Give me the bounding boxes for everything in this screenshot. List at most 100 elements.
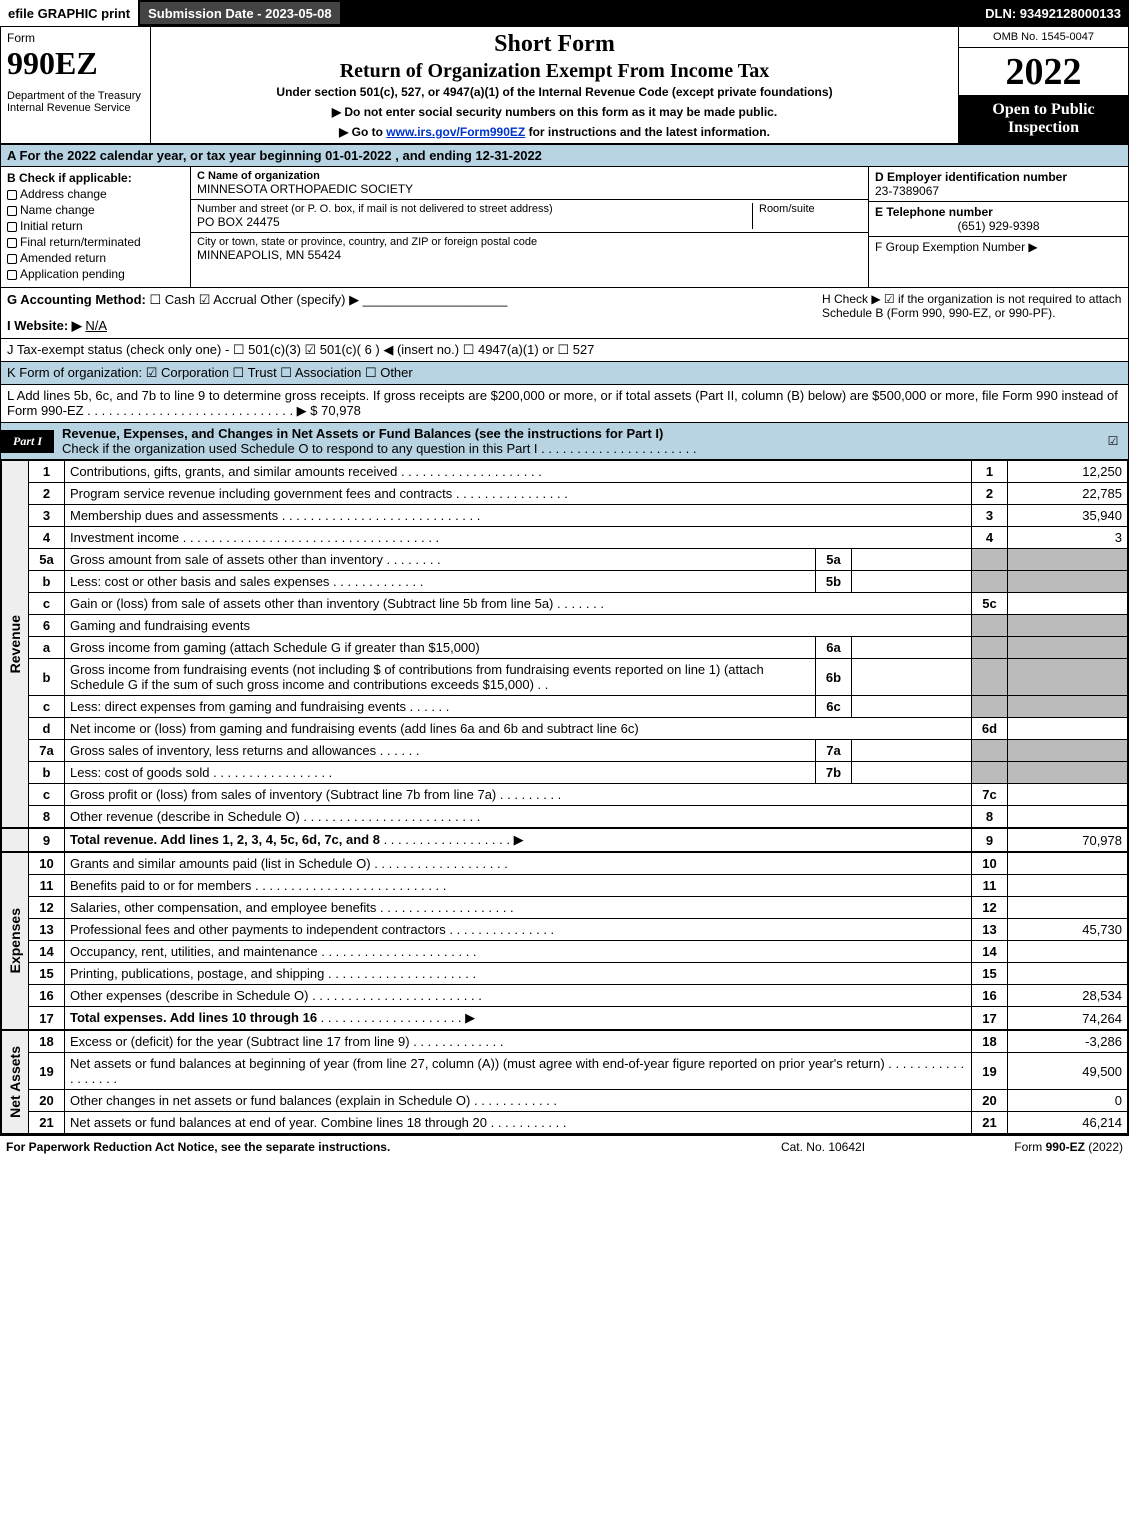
- arrow-goto: ▶ Go to www.irs.gov/Form990EZ for instru…: [157, 125, 952, 139]
- line-20-desc: Other changes in net assets or fund bala…: [70, 1093, 470, 1108]
- line-4-amt: 3: [1008, 527, 1128, 549]
- line-6d-amt: [1008, 718, 1128, 740]
- irs-link[interactable]: www.irs.gov/Form990EZ: [386, 125, 525, 139]
- line-3-desc: Membership dues and assessments: [70, 508, 278, 523]
- line-7c-ref: 7c: [972, 784, 1008, 806]
- cb-initial-return[interactable]: Initial return: [7, 219, 184, 233]
- line-5c-ref: 5c: [972, 593, 1008, 615]
- line-6a-amt: [852, 637, 972, 659]
- schedule-o-check[interactable]: ☑: [1098, 434, 1128, 448]
- line-19-amt: 49,500: [1008, 1053, 1128, 1090]
- line-7b-amt: [852, 762, 972, 784]
- paperwork-notice: For Paperwork Reduction Act Notice, see …: [6, 1140, 723, 1154]
- line-15-ref: 15: [972, 963, 1008, 985]
- line-10-desc: Grants and similar amounts paid (list in…: [70, 856, 371, 871]
- city-value: MINNEAPOLIS, MN 55424: [197, 248, 862, 262]
- form-number: 990EZ: [7, 45, 144, 82]
- line-21-amt: 46,214: [1008, 1112, 1128, 1134]
- open-public-inspection: Open to Public Inspection: [959, 95, 1128, 143]
- line-6-desc: Gaming and fundraising events: [65, 615, 972, 637]
- cb-final-return[interactable]: Final return/terminated: [7, 235, 184, 249]
- line-5b-ref: 5b: [816, 571, 852, 593]
- line-6a-ref: 6a: [816, 637, 852, 659]
- form-header: Form 990EZ Department of the Treasury In…: [1, 27, 1128, 145]
- line-19-ref: 19: [972, 1053, 1008, 1090]
- lines-table: Revenue 1 Contributions, gifts, grants, …: [1, 460, 1128, 1134]
- line-9-desc: Total revenue. Add lines 1, 2, 3, 4, 5c,…: [70, 832, 380, 847]
- line-5a-desc: Gross amount from sale of assets other t…: [70, 552, 383, 567]
- city-label: City or town, state or province, country…: [197, 236, 862, 248]
- line-a-tax-year: A For the 2022 calendar year, or tax yea…: [1, 145, 1128, 167]
- website-value: N/A: [85, 318, 107, 333]
- cb-amended-return[interactable]: Amended return: [7, 251, 184, 265]
- tel-label: E Telephone number: [875, 205, 993, 219]
- line-14-desc: Occupancy, rent, utilities, and maintena…: [70, 944, 318, 959]
- line-l-gross-receipts: L Add lines 5b, 6c, and 7b to line 9 to …: [1, 385, 1128, 423]
- line-6b-ref: 6b: [816, 659, 852, 696]
- line-2-amt: 22,785: [1008, 483, 1128, 505]
- line-13-amt: 45,730: [1008, 919, 1128, 941]
- org-name: MINNESOTA ORTHOPAEDIC SOCIETY: [197, 182, 862, 196]
- line-6c-ref: 6c: [816, 696, 852, 718]
- line-3-amt: 35,940: [1008, 505, 1128, 527]
- line-12-amt: [1008, 897, 1128, 919]
- i-label: I Website: ▶: [7, 318, 82, 333]
- line-21-ref: 21: [972, 1112, 1008, 1134]
- cb-name-change[interactable]: Name change: [7, 203, 184, 217]
- line-16-desc: Other expenses (describe in Schedule O): [70, 988, 308, 1003]
- line-7c-amt: [1008, 784, 1128, 806]
- g-options: ☐ Cash ☑ Accrual Other (specify) ▶: [150, 292, 360, 307]
- cb-application-pending[interactable]: Application pending: [7, 267, 184, 281]
- tel-value: (651) 929-9398: [875, 219, 1122, 233]
- room-suite-label: Room/suite: [759, 203, 862, 215]
- line-18-ref: 18: [972, 1030, 1008, 1053]
- line-17-ref: 17: [972, 1007, 1008, 1031]
- line-15-desc: Printing, publications, postage, and shi…: [70, 966, 324, 981]
- netassets-side-label: Net Assets: [7, 1046, 23, 1118]
- line-5b-desc: Less: cost or other basis and sales expe…: [70, 574, 329, 589]
- line-j-tax-exempt: J Tax-exempt status (check only one) - ☐…: [1, 339, 1128, 362]
- line-21-desc: Net assets or fund balances at end of ye…: [70, 1115, 487, 1130]
- part-1-header: Part I Revenue, Expenses, and Changes in…: [1, 423, 1128, 460]
- line-20-amt: 0: [1008, 1090, 1128, 1112]
- cb-address-change[interactable]: Address change: [7, 187, 184, 201]
- tax-year: 2022: [959, 48, 1128, 95]
- line-8-amt: [1008, 806, 1128, 829]
- line-5a-ref: 5a: [816, 549, 852, 571]
- line-7b-ref: 7b: [816, 762, 852, 784]
- line-6c-desc: Less: direct expenses from gaming and fu…: [70, 699, 406, 714]
- line-20-ref: 20: [972, 1090, 1008, 1112]
- line-10-amt: [1008, 852, 1128, 875]
- line-14-amt: [1008, 941, 1128, 963]
- line-13-ref: 13: [972, 919, 1008, 941]
- line-8-desc: Other revenue (describe in Schedule O): [70, 809, 300, 824]
- form-label: Form: [7, 31, 144, 45]
- line-5c-amt: [1008, 593, 1128, 615]
- line-18-desc: Excess or (deficit) for the year (Subtra…: [70, 1034, 410, 1049]
- line-1-desc: Contributions, gifts, grants, and simila…: [70, 464, 397, 479]
- dln: DLN: 93492128000133: [977, 0, 1129, 26]
- title-return: Return of Organization Exempt From Incom…: [157, 60, 952, 83]
- c-name-label: C Name of organization: [197, 170, 862, 182]
- efile-print[interactable]: efile GRAPHIC print: [0, 0, 138, 26]
- line-1-amt: 12,250: [1008, 461, 1128, 483]
- line-10-ref: 10: [972, 852, 1008, 875]
- line-15-amt: [1008, 963, 1128, 985]
- line-6a-desc: Gross income from gaming (attach Schedul…: [70, 640, 480, 655]
- top-bar: efile GRAPHIC print Submission Date - 20…: [0, 0, 1129, 26]
- b-label: B Check if applicable:: [7, 171, 132, 185]
- line-5a-amt: [852, 549, 972, 571]
- line-7c-desc: Gross profit or (loss) from sales of inv…: [70, 787, 496, 802]
- street-label: Number and street (or P. O. box, if mail…: [197, 203, 752, 215]
- line-12-desc: Salaries, other compensation, and employ…: [70, 900, 376, 915]
- line-4-ref: 4: [972, 527, 1008, 549]
- line-1-ref: 1: [972, 461, 1008, 483]
- submission-date: Submission Date - 2023-05-08: [138, 0, 342, 26]
- revenue-side-label: Revenue: [7, 615, 23, 673]
- expenses-side-label: Expenses: [7, 908, 23, 973]
- line-16-amt: 28,534: [1008, 985, 1128, 1007]
- dept-treasury: Department of the Treasury Internal Reve…: [7, 90, 144, 114]
- line-13-desc: Professional fees and other payments to …: [70, 922, 446, 937]
- line-4-desc: Investment income: [70, 530, 179, 545]
- line-9-amt: 70,978: [1008, 828, 1128, 852]
